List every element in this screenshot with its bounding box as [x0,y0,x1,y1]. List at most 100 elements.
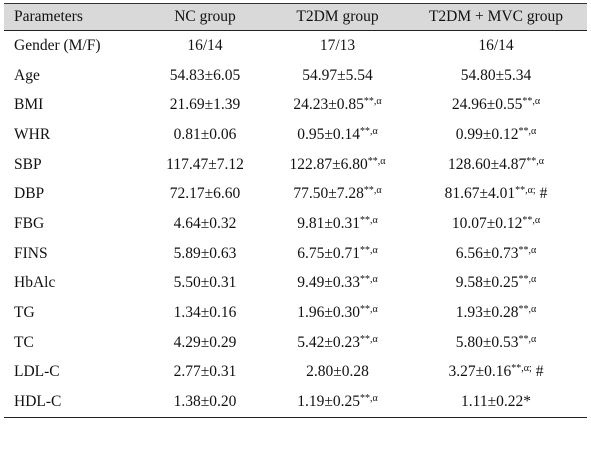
significance-mark: **,α [518,274,537,286]
row-label: LDL-C [14,363,60,381]
significance-mark: **,α [518,333,537,345]
row-label: FBG [14,214,45,232]
cell: 0.81±0.06 [173,125,237,143]
significance-mark: **,α [526,155,544,167]
cell: 0.99±0.12**,α [405,120,587,150]
table-row: Gender (M/F) 16/14 17/13 16/14 [4,31,587,61]
cell-value: 6.75±0.71 [297,244,360,262]
cell: 24.23±0.85**,α [270,90,405,120]
data-table: Parameters NC group T2DM group T2DM + MVC g… [4,3,587,418]
cell-value: 5.42±0.23 [297,333,360,351]
cell: 5.42±0.23**,α [270,328,405,358]
cell-value: 0.95±0.14 [297,125,360,143]
cell: 21.69±1.39 [169,96,241,114]
cell: 6.75±0.71**,α [270,239,405,269]
cell: 5.50±0.31 [173,274,237,292]
cell: 17/13 [319,36,356,54]
cell-value: 1.96±0.30 [297,304,360,322]
row-label: TC [14,333,34,351]
table-row: SBP 117.47±7.12 122.87±6.80**,α 128.60±4.87… [4,150,587,180]
significance-suffix: # [535,185,548,203]
significance-mark: **,α [518,244,537,256]
cell-value: 77.50±7.28 [293,185,364,203]
table-row: FBG 4.64±0.32 9.81±0.31**,α 10.07±0.12**,α [4,209,587,239]
cell-value: 9.81±0.31 [297,214,360,232]
row-label: WHR [14,125,51,143]
cell-value: 81.67±4.01 [444,185,516,203]
cell: 4.29±0.29 [173,333,237,351]
row-label: Age [14,66,40,84]
cell: 5.80±0.53**,α [405,328,587,358]
cell: 2.80±0.28 [306,363,369,381]
table-row: BMI 21.69±1.39 24.23±0.85**,α 24.96±0.55 **,… [4,90,587,120]
cell: 77.50±7.28**,α [270,179,405,209]
cell: 1.34±0.16 [173,304,237,322]
row-label: HbAlc [14,274,56,292]
cell: 1.38±0.20 [140,387,270,418]
cell: 5.89±0.63 [173,244,237,262]
row-label: BMI [14,96,44,114]
row-label: TG [14,304,35,322]
cell-value: 1.93±0.28 [455,304,519,322]
cell: 16/14 [187,36,223,54]
table-row: DBP 72.17±6.60 77.50±7.28**,α 81.67±4.01**,… [4,179,587,209]
header-row: Parameters NC group T2DM group T2DM + MVC g… [4,3,587,31]
significance-suffix: # [531,363,544,381]
table-body: Gender (M/F) 16/14 17/13 16/14 Age 54.83±6.05… [4,31,587,418]
cell-value: 6.56±0.73 [455,244,519,262]
cell: 54.97±5.54 [302,66,373,84]
cell: 72.17±6.60 [169,185,241,203]
cell-value: 24.23±0.85 [293,96,364,114]
significance-mark: **,α; [515,185,536,197]
cell: 1.93±0.28**,α [405,298,587,328]
row-label: SBP [14,155,42,173]
significance-mark: **,α [363,96,382,108]
cell: 16/14 [478,36,514,54]
significance-mark: **,α [360,333,378,345]
header-cell: Parameters [4,3,140,31]
cell-value: 122.87±6.80 [289,155,368,173]
cell-value: 9.49±0.33 [297,274,360,292]
row-label: HDL-C [4,387,140,418]
significance-mark: **,α [518,125,537,137]
cell-value: 5.80±0.53 [455,333,519,351]
significance-mark: **,α [360,393,378,405]
significance-mark: **,α [360,125,378,137]
cell: 10.07±0.12**,α [405,209,587,239]
significance-mark: **,α [360,244,378,256]
row-label: DBP [14,185,45,203]
cell-value: 24.96±0.55 [451,96,523,114]
cell: 6.56±0.73**,α [405,239,587,269]
significance-mark: **,α [367,155,386,167]
cell-value: 3.27±0.16 [448,363,512,381]
significance-mark: **,α [518,304,537,316]
cell-value: 10.07±0.12 [451,214,523,232]
cell-value: 128.60±4.87 [447,155,527,173]
table-row: TG 1.34±0.16 1.96±0.30**,α 1.93±0.28**,α [4,298,587,328]
table-row: Age 54.83±6.05 54.97±5.54 54.80±5.34 [4,61,587,91]
significance-mark: **,α [360,214,378,226]
cell: 0.95±0.14**,α [270,120,405,150]
table-row: HDL-C 1.38±0.20 1.19±0.25**,α 1.11±0.22* [4,387,587,418]
significance-mark: **,α [360,274,378,286]
header-cell: NC group [140,3,270,31]
significance-mark: **,α [360,304,378,316]
header-cell: T2DM group [270,3,405,31]
cell: 9.58±0.25**,α [405,269,587,299]
row-label: FINS [14,244,48,262]
cell: 4.64±0.32 [173,214,237,232]
cell: 1.19±0.25**,α [270,387,405,418]
cell: 1.11±0.22* [405,387,587,418]
table-row: FINS 5.89±0.63 6.75±0.71**,α 6.56±0.73**,α [4,239,587,269]
cell: 54.80±5.34 [460,66,532,84]
table-row: WHR 0.81±0.06 0.95±0.14**,α 0.99±0.12**,α [4,120,587,150]
cell: 81.67±4.01**,α; # [405,179,587,209]
row-label: Gender (M/F) [14,36,101,54]
cell: 1.96±0.30**,α [270,298,405,328]
cell: 54.83±6.05 [169,66,241,84]
cell-value: 0.99±0.12 [455,125,519,143]
significance-mark: **,α [363,185,382,197]
header-cell: T2DM + MVC group [405,3,587,31]
cell-value: 9.58±0.25 [455,274,519,292]
